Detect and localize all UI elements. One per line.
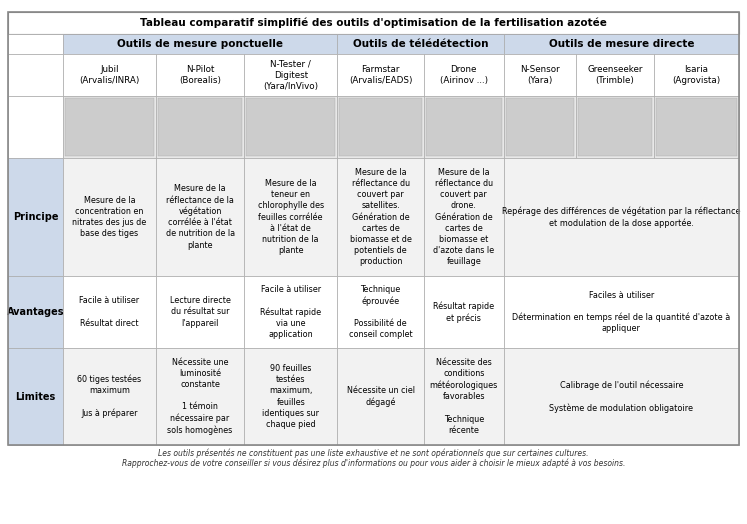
Text: Mesure de la
réflectance de la
végétation
corrélée à l'état
de nutrition de la
p: Mesure de la réflectance de la végétatio… [166, 184, 235, 249]
Text: Faciles à utiliser

Détermination en temps réel de la quantité d'azote à
appliqu: Faciles à utiliser Détermination en temp… [512, 290, 731, 333]
Text: Drone
(Airinov ...): Drone (Airinov ...) [440, 65, 488, 85]
Bar [338, 158, 424, 276]
Text: Rapprochez-vous de votre conseiller si vous désirez plus d'informations ou pour : Rapprochez-vous de votre conseiller si v… [122, 459, 625, 468]
Text: 60 tiges testées
maximum

Jus à préparer: 60 tiges testées maximum Jus à préparer [78, 375, 141, 418]
Bar [156, 54, 244, 96]
Text: Limites: Limites [15, 391, 55, 401]
Bar [503, 276, 739, 348]
Bar [576, 96, 654, 158]
Bar [338, 34, 503, 54]
Text: Technique
éprouvée

Possibilité de
conseil complet: Technique éprouvée Possibilité de consei… [349, 285, 412, 339]
Text: Mesure de la
concentration en
nitrates des jus de
base des tiges: Mesure de la concentration en nitrates d… [72, 196, 146, 238]
Text: Isaria
(Agrovista): Isaria (Agrovista) [672, 65, 721, 85]
Text: Nécessite des
conditions
météorologiques
favorables

Technique
récente: Nécessite des conditions météorologiques… [430, 358, 498, 434]
Text: Outils de mesure directe: Outils de mesure directe [548, 39, 694, 49]
Bar [63, 54, 156, 96]
Bar [158, 98, 242, 156]
Bar [424, 54, 503, 96]
Bar [8, 34, 63, 54]
Text: Farmstar
(Arvalis/EADS): Farmstar (Arvalis/EADS) [349, 65, 412, 85]
Text: Nécessite un ciel
dégagé: Nécessite un ciel dégagé [347, 386, 415, 407]
Bar [65, 98, 154, 156]
Bar [8, 12, 739, 445]
Bar [339, 98, 422, 156]
Bar [503, 54, 576, 96]
Text: Mesure de la
teneur en
chlorophylle des
feuilles corrélée
à l'état de
nutrition : Mesure de la teneur en chlorophylle des … [258, 179, 323, 255]
Bar [8, 54, 63, 96]
Text: N-Tester /
Digitest
(Yara/InVivo): N-Tester / Digitest (Yara/InVivo) [263, 59, 318, 91]
Bar [576, 54, 654, 96]
Text: 90 feuilles
testées
maximum,
feuilles
identiques sur
chaque pied: 90 feuilles testées maximum, feuilles id… [262, 364, 319, 429]
Bar [156, 96, 244, 158]
Bar [246, 98, 335, 156]
Bar [8, 158, 63, 276]
Bar [424, 276, 503, 348]
Text: Résultat rapide
et précis: Résultat rapide et précis [433, 301, 495, 323]
Bar [244, 348, 338, 445]
Bar [8, 12, 739, 34]
Bar [654, 54, 739, 96]
Bar [426, 98, 502, 156]
Bar [63, 276, 156, 348]
Bar [656, 98, 737, 156]
Bar [244, 158, 338, 276]
Bar [338, 54, 424, 96]
Bar [63, 348, 156, 445]
Bar [8, 276, 63, 348]
Bar [63, 34, 338, 54]
Bar [338, 96, 424, 158]
Bar [63, 158, 156, 276]
Text: Facile à utiliser

Résultat direct: Facile à utiliser Résultat direct [79, 297, 140, 328]
Bar [244, 96, 338, 158]
Bar [578, 98, 652, 156]
Bar [424, 348, 503, 445]
Bar [503, 96, 576, 158]
Bar [63, 96, 156, 158]
Bar [503, 158, 739, 276]
Text: N-Pilot
(Borealis): N-Pilot (Borealis) [179, 65, 221, 85]
Text: Calibrage de l'outil nécessaire

Système de modulation obligatoire: Calibrage de l'outil nécessaire Système … [549, 380, 693, 413]
Bar [156, 276, 244, 348]
Bar [156, 348, 244, 445]
Bar [8, 348, 63, 445]
Bar [338, 348, 424, 445]
Bar [503, 34, 739, 54]
Text: Les outils présentés ne constituent pas une liste exhaustive et ne sont opératio: Les outils présentés ne constituent pas … [158, 449, 589, 458]
Text: Nécessite une
luminosité
constante

1 témoin
nécessaire par
sols homogènes: Nécessite une luminosité constante 1 tém… [167, 358, 233, 435]
Text: Avantages: Avantages [7, 307, 64, 317]
Text: Tableau comparatif simplifié des outils d'optimisation de la fertilisation azoté: Tableau comparatif simplifié des outils … [140, 18, 607, 28]
Bar [424, 158, 503, 276]
Text: Mesure de la
réflectance du
couvert par
drone.
Génération de
cartes de
biomasse : Mesure de la réflectance du couvert par … [433, 168, 495, 266]
Bar [506, 98, 574, 156]
Text: Jubil
(Arvalis/INRA): Jubil (Arvalis/INRA) [79, 65, 140, 85]
Text: N-Sensor
(Yara): N-Sensor (Yara) [520, 65, 560, 85]
Bar [8, 96, 63, 158]
Bar [244, 54, 338, 96]
Text: Outils de télédétection: Outils de télédétection [353, 39, 489, 49]
Bar [654, 96, 739, 158]
Text: Facile à utiliser

Résultat rapide
via une
application: Facile à utiliser Résultat rapide via un… [260, 285, 321, 339]
Text: Repérage des différences de végétation par la réflectance
et modulation de la do: Repérage des différences de végétation p… [502, 206, 740, 227]
Bar [424, 96, 503, 158]
Text: Principe: Principe [13, 212, 58, 222]
Text: Greenseeker
(Trimble): Greenseeker (Trimble) [587, 65, 642, 85]
Bar [244, 276, 338, 348]
Bar [156, 158, 244, 276]
Bar [503, 348, 739, 445]
Text: Outils de mesure ponctuelle: Outils de mesure ponctuelle [117, 39, 283, 49]
Text: Mesure de la
réflectance du
couvert par
satellites.
Génération de
cartes de
biom: Mesure de la réflectance du couvert par … [350, 168, 412, 266]
Bar [338, 276, 424, 348]
Text: Lecture directe
du résultat sur
l'appareil: Lecture directe du résultat sur l'appare… [170, 297, 231, 328]
